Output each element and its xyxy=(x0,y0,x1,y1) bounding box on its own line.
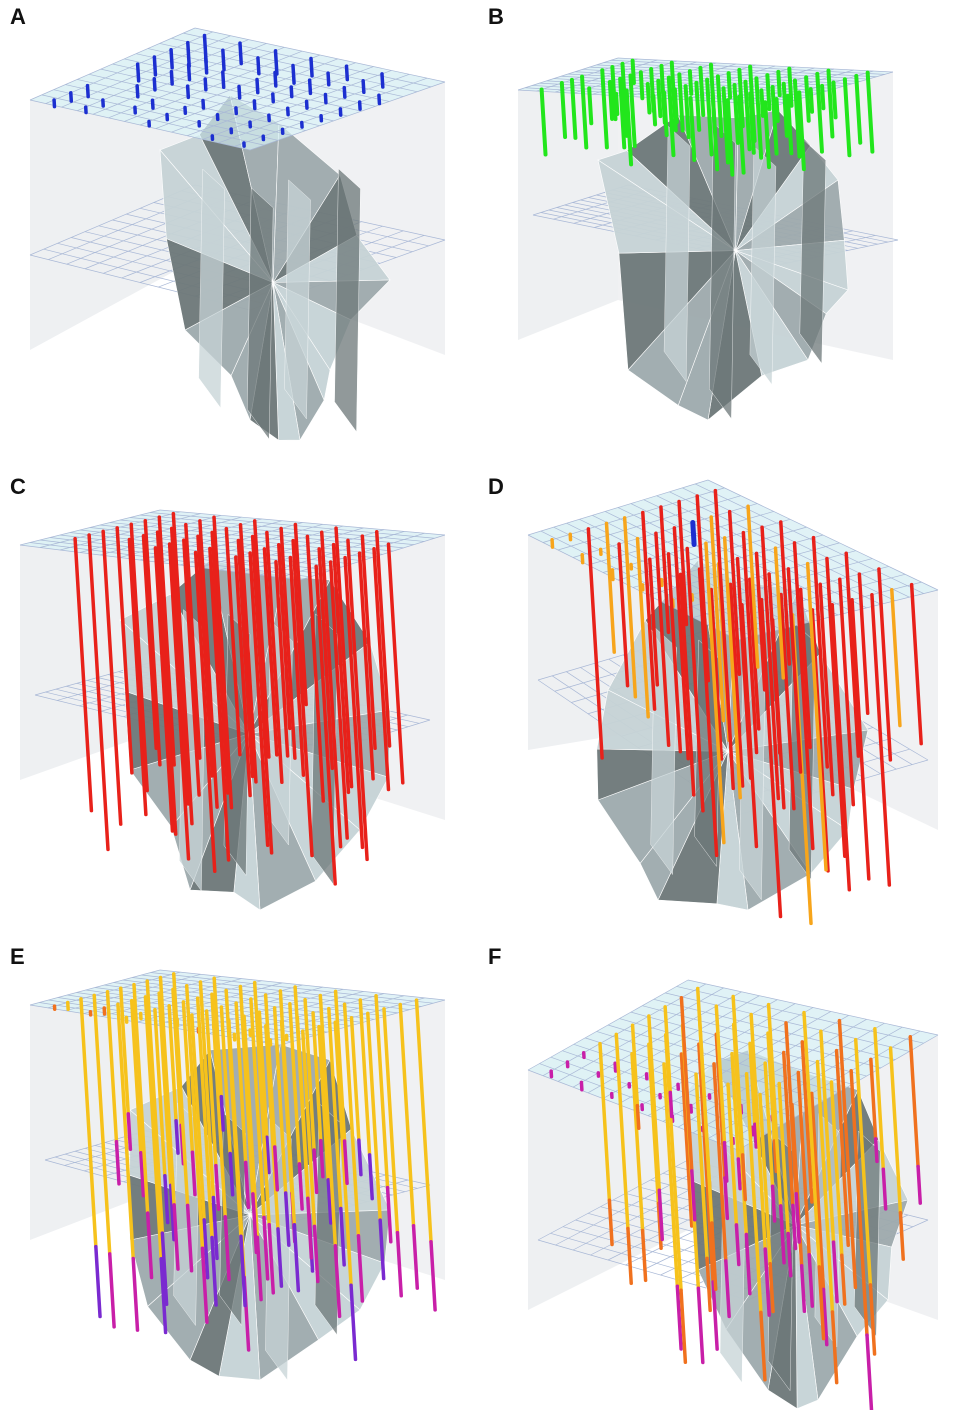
model-ridge xyxy=(285,180,311,419)
stick xyxy=(347,66,348,79)
stick-tip xyxy=(221,1097,223,1130)
stick xyxy=(641,72,643,98)
model-ridge xyxy=(247,188,273,439)
stick xyxy=(223,72,224,87)
panel-d: D xyxy=(478,470,956,940)
stick xyxy=(693,522,694,544)
stick xyxy=(154,79,155,90)
stick xyxy=(612,570,613,580)
stick xyxy=(651,69,654,111)
panel-c: C xyxy=(0,470,478,940)
stick xyxy=(138,64,139,81)
stick xyxy=(658,81,660,116)
stick-tip xyxy=(867,1335,871,1410)
stick xyxy=(648,84,650,112)
stick xyxy=(240,43,241,63)
model-ridge xyxy=(800,140,826,363)
panel-f: F xyxy=(478,940,956,1410)
stick xyxy=(729,73,730,97)
panel-e: E xyxy=(0,940,478,1410)
stick-tip xyxy=(359,1140,361,1175)
panel-label-e: E xyxy=(10,944,25,970)
stick xyxy=(328,73,329,85)
stick xyxy=(811,89,812,112)
stick xyxy=(137,86,138,97)
stick xyxy=(633,61,634,83)
stick-tip xyxy=(128,1114,130,1149)
stick xyxy=(291,87,292,97)
stick xyxy=(690,71,691,94)
panel-label-f: F xyxy=(488,944,501,970)
model-3d-view-a xyxy=(0,0,478,470)
stick xyxy=(188,43,189,67)
stick xyxy=(258,58,259,74)
stick xyxy=(205,79,206,90)
stick xyxy=(700,68,703,115)
stick-tip xyxy=(133,1258,137,1330)
stick xyxy=(382,74,383,87)
stick xyxy=(154,57,155,75)
panel-b: B xyxy=(478,0,956,470)
stick-tip xyxy=(755,1124,756,1147)
panel-label-d: D xyxy=(488,474,504,500)
model-3d-view-f xyxy=(478,940,956,1410)
stick xyxy=(171,50,172,68)
stick-tip xyxy=(96,1247,100,1317)
stick-tip xyxy=(670,1092,671,1116)
panel-a: A xyxy=(0,0,478,470)
stick-tip xyxy=(883,1169,885,1209)
stick xyxy=(205,35,207,62)
stick-tip xyxy=(110,1254,114,1327)
stick xyxy=(311,59,312,76)
model-3d-view-d xyxy=(478,470,956,940)
model-3d-view-c xyxy=(0,470,478,940)
stick xyxy=(761,90,763,116)
stick-tip xyxy=(176,1121,178,1153)
stick-tip xyxy=(736,1225,738,1265)
stick xyxy=(276,51,277,74)
stick-tip xyxy=(724,1143,726,1181)
stick xyxy=(767,75,769,109)
stick xyxy=(257,80,258,93)
stick xyxy=(778,72,779,95)
stick xyxy=(696,83,699,130)
stick-tip xyxy=(738,1159,740,1189)
stick-tip xyxy=(637,1106,638,1129)
model-ridge xyxy=(335,169,361,432)
panel-label-a: A xyxy=(10,4,26,30)
stick xyxy=(379,95,380,103)
stick-tip xyxy=(725,1178,727,1218)
stick-tip xyxy=(698,1288,702,1362)
stick-tip xyxy=(773,1186,775,1221)
stick-tip xyxy=(876,1139,877,1161)
stick xyxy=(239,87,240,98)
stick-tip xyxy=(810,1167,812,1202)
stick xyxy=(223,50,224,69)
stick xyxy=(71,93,72,101)
model-3d-view-b xyxy=(478,0,956,470)
model-ridge xyxy=(664,126,690,381)
stick xyxy=(310,80,311,93)
model-ridge xyxy=(199,169,225,408)
stick xyxy=(589,88,591,123)
stick xyxy=(88,86,89,97)
stick xyxy=(789,69,791,106)
stick-tip xyxy=(918,1166,920,1203)
stick xyxy=(171,72,172,84)
stick xyxy=(777,99,778,121)
stick xyxy=(363,81,364,93)
stick xyxy=(344,88,345,97)
stick xyxy=(822,86,823,108)
panel-label-b: B xyxy=(488,4,504,30)
panel-label-c: C xyxy=(10,474,26,500)
stick xyxy=(188,86,189,97)
stick xyxy=(833,83,835,118)
stick-tip xyxy=(681,1290,685,1362)
model-ridge xyxy=(750,147,776,385)
stick-tip xyxy=(321,1141,323,1177)
model-3d-view-e xyxy=(0,940,478,1410)
stick-tip xyxy=(230,1153,232,1194)
stick xyxy=(293,66,294,84)
stick xyxy=(806,77,809,121)
